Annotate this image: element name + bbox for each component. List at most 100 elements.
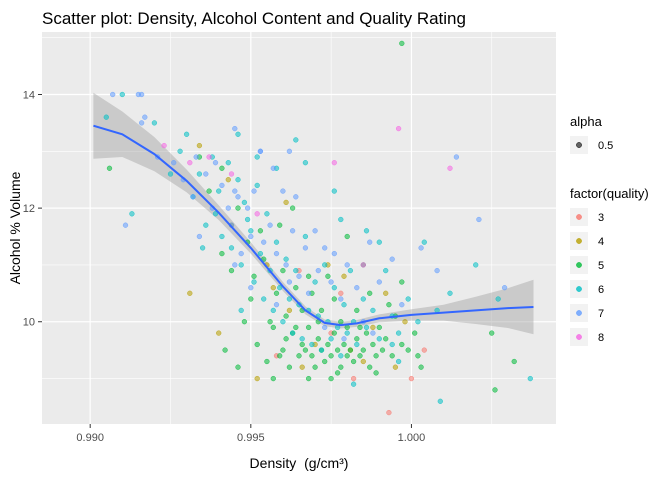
legend-swatch-quality-3 — [576, 214, 582, 220]
point-quality-4 — [196, 142, 203, 149]
point-quality-7 — [235, 194, 241, 200]
point-quality-8 — [187, 160, 193, 166]
point-quality-5 — [302, 347, 309, 353]
point-quality-5 — [219, 250, 225, 257]
point-quality-6 — [344, 330, 350, 336]
point-quality-6 — [293, 267, 299, 274]
point-quality-7 — [418, 245, 424, 251]
legend-swatch-quality-5 — [576, 262, 582, 268]
point-quality-6 — [212, 211, 219, 217]
point-quality-8 — [206, 154, 212, 160]
point-quality-5 — [305, 324, 312, 331]
point-quality-4 — [370, 324, 376, 331]
alpha-legend-dot — [576, 142, 582, 148]
point-quality-6 — [183, 131, 190, 137]
point-quality-5 — [347, 347, 354, 353]
point-quality-5 — [315, 336, 321, 342]
point-quality-7 — [193, 154, 199, 160]
point-quality-7 — [190, 194, 196, 200]
point-quality-6 — [251, 279, 257, 285]
point-quality-5 — [344, 353, 350, 359]
point-quality-5 — [299, 341, 305, 348]
point-quality-3 — [421, 347, 427, 353]
point-quality-3 — [408, 375, 415, 382]
point-quality-7 — [280, 188, 286, 194]
alpha-legend-title: alpha — [570, 114, 603, 129]
point-quality-7 — [501, 285, 508, 291]
point-quality-3 — [338, 290, 344, 296]
point-quality-6 — [363, 228, 370, 234]
point-quality-7 — [251, 188, 257, 194]
point-quality-7 — [286, 279, 293, 285]
point-quality-6 — [389, 341, 395, 348]
axis-ticks: 0.990 0.995 1.000 10 12 14 — [23, 89, 425, 444]
point-quality-7 — [110, 91, 116, 98]
point-quality-7 — [389, 256, 395, 262]
point-quality-6 — [437, 398, 443, 404]
point-quality-6 — [331, 188, 337, 194]
point-quality-5 — [489, 330, 495, 336]
point-quality-4 — [341, 273, 347, 279]
point-quality-7 — [244, 205, 251, 211]
point-quality-5 — [277, 222, 283, 228]
point-quality-5 — [219, 165, 225, 171]
point-quality-7 — [248, 233, 254, 240]
point-quality-5 — [399, 40, 405, 47]
point-quality-8 — [161, 142, 167, 149]
point-quality-6 — [277, 285, 283, 291]
point-quality-7 — [171, 160, 177, 166]
point-quality-6 — [328, 336, 334, 342]
point-quality-6 — [347, 267, 354, 274]
point-quality-6 — [415, 319, 421, 325]
point-quality-6 — [405, 296, 411, 302]
point-quality-6 — [322, 262, 328, 268]
point-quality-5 — [106, 165, 113, 171]
point-quality-5 — [305, 273, 312, 279]
point-quality-6 — [241, 199, 248, 206]
point-quality-5 — [376, 324, 382, 331]
point-quality-5 — [386, 302, 392, 308]
legend-label-quality-8: 8 — [598, 332, 604, 344]
point-quality-7 — [219, 182, 225, 189]
point-quality-6 — [363, 324, 370, 331]
point-quality-7 — [305, 290, 312, 296]
point-quality-4 — [270, 285, 276, 291]
point-quality-5 — [309, 353, 315, 359]
point-quality-7 — [232, 262, 238, 268]
point-quality-5 — [354, 307, 360, 314]
point-quality-6 — [238, 262, 244, 268]
point-quality-5 — [235, 205, 241, 211]
point-quality-7 — [322, 324, 328, 331]
grid-lines — [42, 32, 556, 424]
point-quality-6 — [376, 239, 382, 245]
point-quality-5 — [399, 279, 405, 285]
point-quality-4 — [286, 307, 293, 314]
legend-swatch-quality-6 — [576, 286, 582, 292]
point-quality-5 — [328, 353, 334, 359]
point-quality-5 — [280, 267, 286, 274]
point-quality-4 — [225, 177, 231, 183]
point-quality-5 — [511, 358, 517, 365]
point-quality-6 — [167, 171, 174, 177]
point-quality-6 — [447, 290, 453, 296]
point-quality-6 — [203, 222, 209, 228]
point-quality-7 — [328, 279, 334, 285]
point-quality-5 — [273, 290, 280, 296]
point-quality-6 — [219, 233, 225, 240]
point-quality-7 — [232, 125, 238, 132]
point-quality-7 — [434, 267, 440, 274]
point-quality-5 — [264, 358, 270, 365]
x-axis-title: Density (g/cm³) — [250, 455, 349, 471]
smooth-line-layer — [93, 124, 534, 327]
point-quality-8 — [447, 165, 453, 171]
point-quality-6 — [264, 211, 270, 217]
point-quality-4 — [360, 358, 366, 365]
point-quality-7 — [376, 279, 382, 285]
point-quality-7 — [273, 302, 280, 308]
point-quality-7 — [212, 160, 219, 166]
point-quality-6 — [421, 239, 427, 245]
quality-legend-title: factor(quality) — [570, 186, 649, 201]
point-quality-6 — [151, 120, 158, 126]
point-quality-5 — [357, 353, 363, 359]
point-quality-6 — [354, 341, 360, 348]
